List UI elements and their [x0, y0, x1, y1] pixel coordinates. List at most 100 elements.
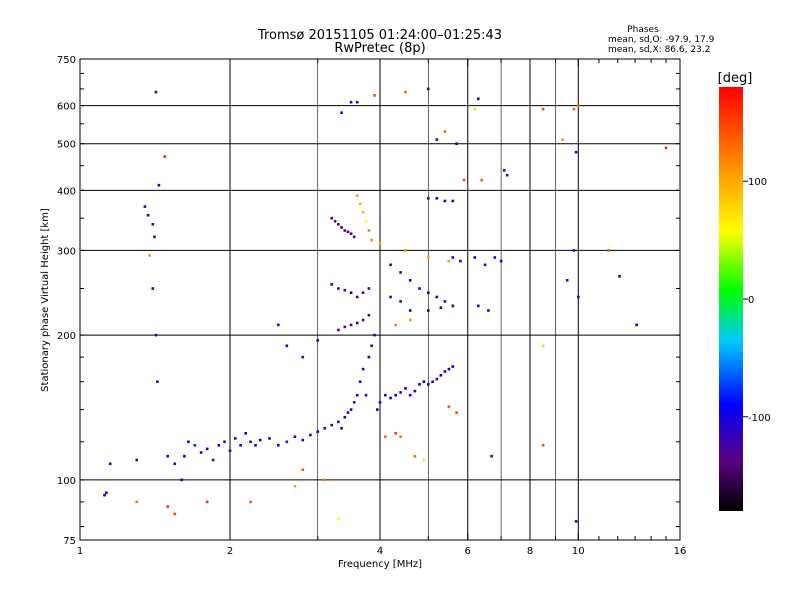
data-point	[153, 235, 156, 239]
data-point	[439, 306, 443, 309]
data-point	[346, 230, 350, 234]
data-point	[156, 380, 159, 383]
data-point	[352, 401, 356, 404]
data-point	[477, 97, 480, 101]
data-point	[364, 219, 368, 223]
data-point	[367, 355, 371, 359]
data-point	[574, 150, 578, 154]
data-point	[389, 295, 392, 299]
data-point	[408, 279, 412, 282]
data-point	[355, 100, 359, 104]
data-point	[151, 287, 155, 290]
data-point	[234, 437, 237, 440]
data-point	[404, 90, 407, 94]
data-point	[378, 401, 382, 404]
data-point	[435, 295, 439, 299]
data-point	[477, 304, 480, 308]
data-point	[355, 194, 359, 197]
data-point	[151, 223, 155, 226]
chart-subtitle: RwPretec (8p)	[334, 41, 425, 56]
x-tick-label: 1	[77, 546, 83, 557]
data-point	[355, 393, 359, 397]
data-point	[447, 405, 451, 408]
data-point	[427, 87, 430, 91]
data-point	[249, 500, 252, 504]
data-point	[301, 468, 305, 471]
data-point	[361, 367, 365, 371]
data-point	[439, 374, 443, 377]
data-point	[285, 440, 289, 444]
data-point	[483, 263, 487, 267]
data-point	[343, 229, 347, 232]
data-point	[480, 178, 483, 182]
data-point	[361, 291, 365, 294]
data-point	[404, 387, 407, 390]
data-point	[399, 271, 402, 274]
data-point	[337, 420, 340, 424]
data-point	[173, 512, 177, 516]
data-point	[376, 408, 379, 411]
data-point	[473, 256, 477, 259]
data-point	[577, 295, 580, 299]
data-point	[577, 104, 580, 107]
data-point	[541, 107, 545, 111]
data-point	[105, 491, 108, 495]
data-point	[228, 449, 232, 452]
data-point	[418, 383, 421, 386]
data-point	[422, 458, 426, 462]
data-point	[330, 216, 333, 220]
data-point	[217, 444, 221, 447]
data-point	[193, 444, 197, 447]
data-point	[361, 211, 365, 214]
data-point	[455, 142, 458, 145]
y-tick-label: 500	[57, 140, 76, 151]
data-point	[163, 155, 167, 158]
data-point	[384, 435, 387, 438]
y-tick-label: 300	[57, 246, 76, 257]
data-point	[343, 325, 347, 329]
data-point	[572, 107, 576, 111]
data-point	[502, 169, 506, 172]
data-point	[443, 370, 447, 373]
data-point	[330, 423, 333, 427]
data-point	[293, 485, 297, 488]
data-points	[103, 87, 668, 523]
data-point	[427, 197, 430, 200]
data-point	[635, 323, 638, 327]
data-point	[422, 380, 426, 383]
data-point	[301, 438, 305, 442]
data-point	[180, 478, 183, 482]
data-point	[451, 365, 455, 368]
data-point	[607, 249, 610, 252]
y-tick-label: 600	[57, 102, 76, 113]
data-point	[574, 520, 578, 523]
data-point	[664, 146, 668, 150]
data-point	[408, 309, 412, 312]
data-point	[343, 415, 347, 419]
data-point	[330, 283, 333, 286]
data-point	[249, 440, 252, 444]
y-tick-label: 750	[57, 55, 76, 66]
data-point	[205, 500, 209, 504]
data-point	[389, 396, 392, 400]
data-point	[427, 291, 430, 294]
data-point	[462, 178, 466, 182]
phases-heading: Phases	[627, 25, 659, 35]
data-point	[349, 291, 353, 294]
data-point	[323, 478, 327, 482]
colorbar-ticks: 100 0 -100	[743, 177, 771, 424]
data-point	[340, 226, 343, 229]
data-point	[154, 333, 158, 337]
data-point	[361, 318, 365, 322]
data-point	[370, 238, 373, 242]
data-point	[333, 219, 337, 223]
y-axis-label: Stationary phase Virtual Height [km]	[40, 208, 51, 392]
data-point	[443, 199, 447, 203]
data-point	[316, 430, 319, 433]
data-point	[373, 94, 376, 97]
data-point	[244, 432, 247, 435]
data-point	[499, 259, 503, 263]
data-point	[378, 242, 382, 245]
